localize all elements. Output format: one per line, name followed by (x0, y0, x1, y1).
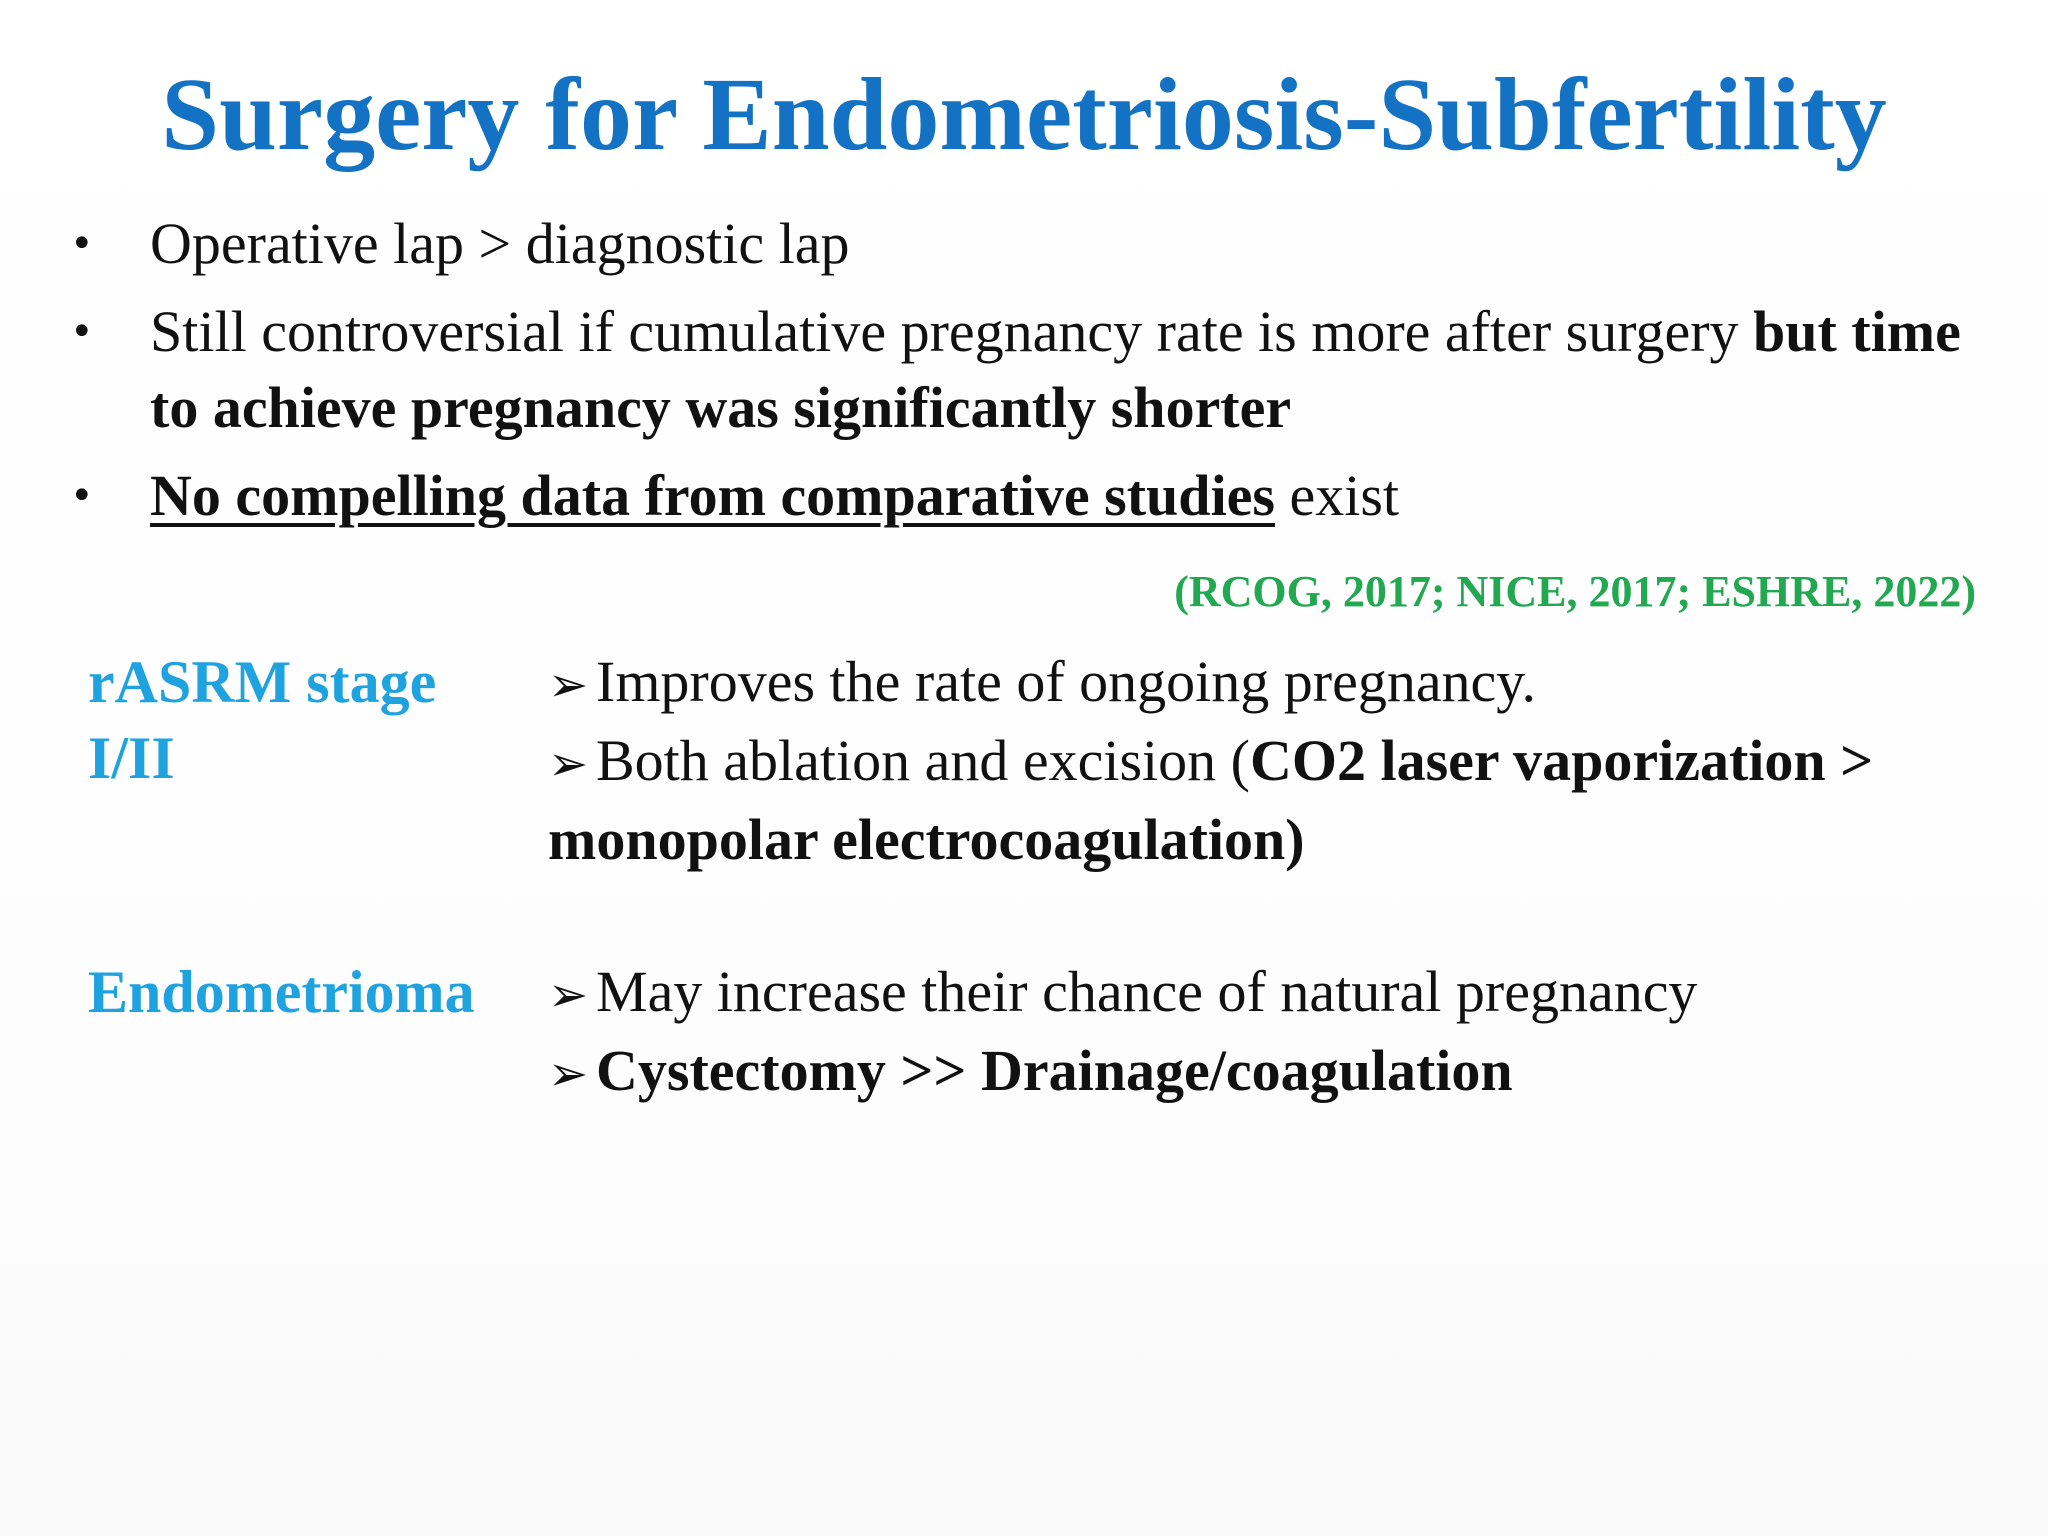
row-item-text: Improves the rate of ongoing pregnancy. (596, 649, 1537, 714)
arrow-bullet-icon: ➢ (548, 657, 589, 713)
bullet-item-no-compelling-data: • No compelling data from comparative st… (70, 458, 1990, 534)
row-items: ➢ Improves the rate of ongoing pregnancy.… (548, 644, 1988, 878)
bullet-text: Still controversial if cumulative pregna… (150, 299, 1754, 364)
row-item-text-bold: Cystectomy >> Drainage/coagulation (596, 1038, 1513, 1103)
row-item-text: May increase their chance of natural pre… (596, 959, 1698, 1024)
row-label: rASRM stage I/II (88, 644, 528, 796)
row-item: ➢ Improves the rate of ongoing pregnancy. (548, 644, 1988, 723)
bullet-item-controversial: • Still controversial if cumulative preg… (70, 294, 1990, 446)
citation: (RCOG, 2017; NICE, 2017; ESHRE, 2022) (1174, 567, 1976, 616)
arrow-bullet-icon: ➢ (548, 736, 589, 792)
arrow-bullet-icon: ➢ (548, 967, 589, 1023)
row-item-text: Both ablation and excision ( (596, 728, 1250, 793)
row-item: ➢ May increase their chance of natural pr… (548, 954, 1988, 1033)
row-item-text-bold: CO2 laser vaporization > monopolar elect… (548, 728, 1874, 872)
bullet-text-bold: but time to achieve pregnancy was signif… (150, 299, 1961, 440)
bullet-text: Operative lap > diagnostic lap (150, 211, 850, 276)
row-label-line: rASRM stage (88, 649, 437, 715)
bullet-icon: • (70, 221, 94, 267)
row-item: ➢ Cystectomy >> Drainage/coagulation (548, 1033, 1988, 1112)
bullet-icon: • (70, 309, 94, 355)
row-item: ➢ Both ablation and excision (CO2 laser v… (548, 723, 1988, 878)
bullet-text-underlined: No compelling data from comparative stud… (150, 463, 1275, 528)
row-label: Endometrioma (88, 959, 475, 1025)
arrow-bullet-icon: ➢ (548, 1046, 589, 1102)
bullet-list: • Operative lap > diagnostic lap • Still… (70, 206, 1990, 546)
bullet-text: exist (1275, 463, 1400, 528)
row-label-line: I/II (88, 725, 175, 791)
row-items: ➢ May increase their chance of natural pr… (548, 954, 1988, 1112)
bullet-item-operative-lap: • Operative lap > diagnostic lap (70, 206, 1990, 282)
slide-title: Surgery for Endometriosis-Subfertility (161, 57, 1887, 172)
bullet-icon: • (70, 473, 94, 519)
